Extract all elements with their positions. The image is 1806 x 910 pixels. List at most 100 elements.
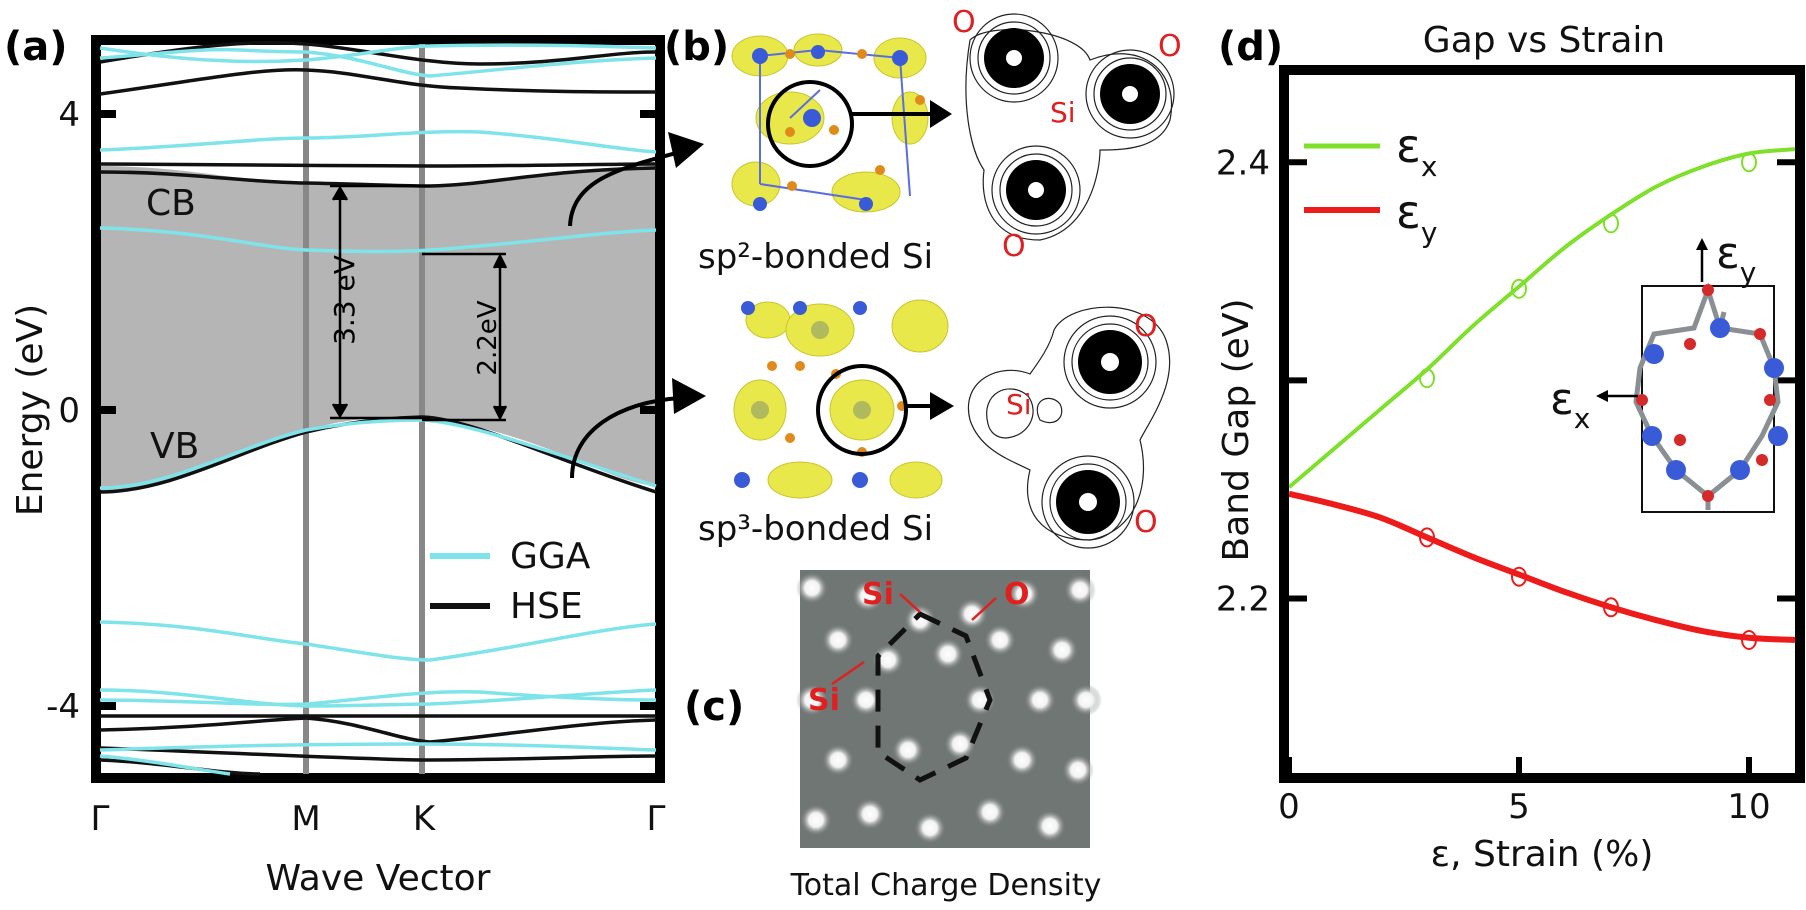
- charge-lobe: [891, 91, 929, 145]
- sp2-o-label-3: O: [1002, 229, 1026, 264]
- si-atom: [793, 301, 807, 315]
- panel-a-ylabel: Energy (eV): [10, 304, 51, 516]
- hse-band: [99, 162, 657, 168]
- panel-a-yticks: [96, 110, 660, 710]
- o-atom: [785, 127, 795, 137]
- kpoint-k: K: [413, 799, 437, 839]
- contour-ring: [991, 145, 1081, 235]
- arrow-head: [492, 405, 508, 421]
- inset-si-atom: [1666, 460, 1686, 480]
- sp2-contour: O O Si O: [952, 5, 1182, 264]
- si-atom: [753, 197, 767, 211]
- bond: [759, 183, 867, 201]
- si-atom: [811, 45, 825, 59]
- density-spot: [1062, 754, 1094, 786]
- density-spot: [974, 796, 1006, 828]
- x-tick-label: 5: [1508, 787, 1530, 827]
- sp3-structure: [730, 299, 954, 499]
- ytick-label-0: 0: [58, 391, 80, 431]
- density-spots: [796, 572, 1102, 844]
- density-spot: [892, 734, 924, 766]
- legend-label-eps-y: εy: [1396, 185, 1437, 249]
- hse-band: [99, 40, 657, 66]
- inset-o-atom: [1702, 284, 1714, 296]
- charge-lobe: [889, 461, 943, 499]
- panel-label-d: (d): [1218, 24, 1283, 70]
- density-spot: [956, 598, 988, 630]
- contour-ring: [1063, 315, 1157, 409]
- panel-label-a: (a): [4, 24, 68, 70]
- series-line-eps-x: [1287, 147, 1796, 489]
- o-atom: [767, 361, 777, 371]
- density-spot: [944, 728, 976, 760]
- inset-si-atom: [1764, 358, 1784, 378]
- hse-band: [99, 68, 657, 96]
- strain-inset: εy εx: [1550, 228, 1788, 513]
- inset-si-atom: [1768, 426, 1788, 446]
- sp2-highlight-circle: [766, 80, 854, 168]
- arrow-to-sp3: [570, 396, 681, 479]
- sp2-structure: [731, 33, 952, 216]
- gga-band: [99, 688, 657, 708]
- charge-density-caption: Total Charge Density: [790, 868, 1102, 903]
- density-si-label-1: Si: [862, 577, 894, 612]
- atom-shadow: [751, 401, 769, 419]
- density-spot: [796, 572, 828, 604]
- hexagon-outline: [875, 610, 993, 783]
- gap-chart: 0 5 10 2.2 2.4: [1216, 143, 1796, 827]
- charge-lobe: [767, 461, 833, 499]
- data-point-eps-x: [1741, 152, 1757, 173]
- inset-eps-y-head: [1696, 238, 1708, 250]
- panel-label-c: (c): [684, 684, 744, 730]
- gga-band: [99, 43, 657, 64]
- density-spot: [1024, 684, 1056, 716]
- panel-b: (b): [664, 5, 1182, 549]
- gga-band: [99, 742, 657, 752]
- panel-a-legend: GGA HSE: [430, 536, 591, 627]
- si-atom: [803, 109, 821, 127]
- band-gap-fill: [96, 166, 660, 492]
- kpoint-gamma-1: Γ: [91, 799, 110, 839]
- gga-band: [99, 620, 657, 662]
- hse-band: [99, 746, 657, 762]
- inset-si-atom: [1642, 426, 1662, 446]
- chart-frame: [1279, 65, 1805, 783]
- arrow-head: [492, 253, 508, 269]
- x-tick-label: 10: [1727, 787, 1770, 827]
- data-point-eps-y: [1603, 597, 1619, 618]
- density-spot: [1046, 634, 1078, 666]
- inset-o-atom: [1702, 490, 1714, 502]
- sp2-o-label-1: O: [952, 5, 976, 40]
- contour-ring: [1071, 323, 1149, 401]
- density-si-arrow-2: [831, 660, 865, 686]
- sp3-contour: O Si O: [967, 306, 1171, 549]
- sp3-o-label-2: O: [1134, 505, 1158, 540]
- data-point-eps-x: [1511, 278, 1527, 299]
- data-point-eps-y: [1741, 629, 1757, 650]
- data-point-eps-y: [1511, 566, 1527, 587]
- sp2-arrow-head: [930, 100, 952, 128]
- kpoint-gamma-2: Γ: [647, 799, 666, 839]
- inset-o-atom: [1674, 434, 1686, 446]
- inset-eps-y-label: εy: [1716, 228, 1756, 289]
- si-atom: [741, 301, 755, 315]
- data-point-eps-x: [1419, 368, 1435, 389]
- density-spot: [854, 798, 886, 830]
- density-spot: [822, 744, 854, 776]
- inset-si-atom: [1644, 344, 1664, 364]
- arrow-head: [331, 403, 349, 419]
- o-atom: [785, 433, 795, 443]
- sp3-highlight-circle: [816, 364, 908, 456]
- arrow-head-sp3: [672, 378, 706, 414]
- density-spot: [800, 804, 832, 836]
- panel-c: (c) Si O Si Total Charge Density: [684, 570, 1102, 903]
- contour-center: [1028, 182, 1044, 198]
- density-si-label-2: Si: [808, 683, 840, 718]
- vb-label: VB: [150, 426, 199, 467]
- density-o-label: O: [1004, 577, 1030, 612]
- o-atom: [785, 49, 795, 59]
- arrow-to-sp2: [568, 150, 681, 227]
- chart-title: Gap vs Strain: [1423, 20, 1665, 61]
- contour-ring: [1085, 49, 1175, 139]
- sp3-o-label-1: O: [1134, 309, 1158, 344]
